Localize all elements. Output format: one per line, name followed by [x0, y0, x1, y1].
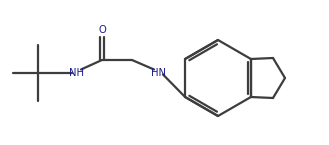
Text: NH: NH	[68, 68, 84, 78]
Text: O: O	[98, 25, 106, 35]
Text: HN: HN	[150, 68, 165, 78]
